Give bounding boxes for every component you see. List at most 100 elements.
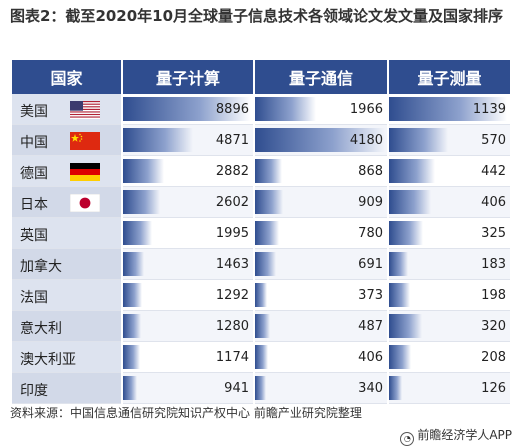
value-label: 868 xyxy=(358,164,383,179)
value-bar xyxy=(123,128,193,152)
value-cell: 691 xyxy=(254,248,389,280)
credit: ◔ 前瞻经济学人APP xyxy=(400,426,512,446)
value-bar xyxy=(255,345,268,369)
value-label: 487 xyxy=(358,319,383,334)
country-name: 美国 xyxy=(20,104,48,120)
value-cell: 4180 xyxy=(254,124,389,156)
value-bar xyxy=(389,283,410,307)
value-bar xyxy=(255,376,266,400)
value-label: 780 xyxy=(358,226,383,241)
value-cell: 1292 xyxy=(122,279,255,311)
value-cell: 406 xyxy=(254,341,389,373)
cn-flag-icon xyxy=(70,132,100,150)
de-flag-icon xyxy=(70,163,100,181)
value-label: 4180 xyxy=(349,133,383,148)
value-bar xyxy=(255,221,279,245)
value-label: 570 xyxy=(481,133,506,148)
value-bar xyxy=(255,252,276,276)
value-label: 1463 xyxy=(215,257,249,272)
value-label: 691 xyxy=(358,257,383,272)
column-header: 量子测量 xyxy=(388,60,510,94)
value-bar xyxy=(123,190,160,214)
country-name: 法国 xyxy=(20,290,48,306)
value-label: 208 xyxy=(481,350,506,365)
value-cell: 1280 xyxy=(122,310,255,342)
value-label: 8896 xyxy=(215,102,249,117)
value-cell: 208 xyxy=(388,341,510,373)
table-row: 澳大利亚 1174 406 208 xyxy=(12,341,510,373)
value-cell: 2602 xyxy=(122,186,255,218)
value-bar xyxy=(123,97,251,121)
value-bar xyxy=(389,221,423,245)
country-name: 澳大利亚 xyxy=(20,352,76,368)
value-label: 1139 xyxy=(472,102,506,117)
value-bar xyxy=(255,283,267,307)
table-row: 印度 941 340 126 xyxy=(12,372,510,404)
country-cell: 中国 xyxy=(12,124,123,156)
table-row: 美国 8896 1966 1139 xyxy=(12,94,510,125)
value-label: 4871 xyxy=(215,133,249,148)
value-label: 442 xyxy=(481,164,506,179)
column-header: 国家 xyxy=(12,60,123,94)
column-header: 量子计算 xyxy=(122,60,255,94)
value-label: 340 xyxy=(358,381,383,396)
value-cell: 941 xyxy=(122,372,255,404)
value-label: 406 xyxy=(481,195,506,210)
value-bar xyxy=(389,97,507,121)
country-name: 英国 xyxy=(20,228,48,244)
country-name: 德国 xyxy=(20,166,48,182)
value-bar xyxy=(255,128,385,152)
value-cell: 1174 xyxy=(122,341,255,373)
header-row: 国家 量子计算 量子通信 量子测量 xyxy=(12,60,510,94)
country-name: 日本 xyxy=(20,197,48,213)
table-row: 法国 1292 373 198 xyxy=(12,279,510,311)
value-cell: 183 xyxy=(388,248,510,280)
value-label: 198 xyxy=(481,288,506,303)
value-bar xyxy=(123,376,137,400)
value-cell: 570 xyxy=(388,124,510,156)
country-name: 加拿大 xyxy=(20,259,62,275)
value-bar xyxy=(389,128,448,152)
value-label: 1174 xyxy=(215,350,249,365)
value-cell: 320 xyxy=(388,310,510,342)
value-cell: 442 xyxy=(388,155,510,187)
value-cell: 4871 xyxy=(122,124,255,156)
value-cell: 1995 xyxy=(122,217,255,249)
value-bar xyxy=(389,252,408,276)
value-bar xyxy=(123,159,164,183)
value-label: 941 xyxy=(224,381,249,396)
value-bar xyxy=(255,97,316,121)
column-header: 量子通信 xyxy=(254,60,389,94)
credit-text: 前瞻经济学人APP xyxy=(417,428,512,442)
value-label: 126 xyxy=(481,381,506,396)
value-cell: 2882 xyxy=(122,155,255,187)
value-bar xyxy=(255,314,270,338)
value-bar xyxy=(123,283,142,307)
value-label: 183 xyxy=(481,257,506,272)
value-cell: 1966 xyxy=(254,94,389,125)
value-cell: 1139 xyxy=(388,94,510,125)
country-cell: 美国 xyxy=(12,94,123,125)
value-bar xyxy=(123,314,141,338)
value-bar xyxy=(389,314,422,338)
value-bar xyxy=(389,345,411,369)
brand-logo-icon: ◔ xyxy=(400,432,415,446)
table-row: 德国 2882 868 442 xyxy=(12,155,510,187)
value-cell: 198 xyxy=(388,279,510,311)
value-cell: 406 xyxy=(388,186,510,218)
table-row: 日本 2602 909 406 xyxy=(12,186,510,218)
table-row: 英国 1995 780 325 xyxy=(12,217,510,249)
value-cell: 373 xyxy=(254,279,389,311)
data-table: 国家 量子计算 量子通信 量子测量 美国 8896 1966 1139 中国 4871 41… xyxy=(12,60,510,404)
table-row: 加拿大 1463 691 183 xyxy=(12,248,510,280)
country-cell: 日本 xyxy=(12,186,123,218)
value-label: 320 xyxy=(481,319,506,334)
table-row: 意大利 1280 487 320 xyxy=(12,310,510,342)
value-bar xyxy=(255,190,283,214)
value-cell: 340 xyxy=(254,372,389,404)
country-cell: 意大利 xyxy=(12,310,123,342)
chart-title: 图表2：截至2020年10月全球量子信息技术各领域论文发文量及国家排序 xyxy=(10,7,504,25)
value-cell: 909 xyxy=(254,186,389,218)
value-bar xyxy=(389,376,402,400)
value-label: 2602 xyxy=(215,195,249,210)
